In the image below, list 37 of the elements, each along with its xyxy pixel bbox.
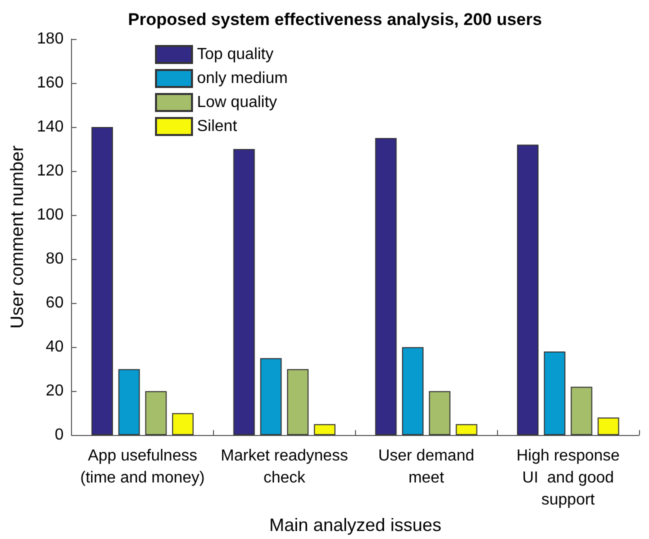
x-tick-label: Market readyness check bbox=[220, 448, 348, 487]
y-tick-label: 80 bbox=[46, 250, 64, 268]
bar bbox=[544, 351, 566, 436]
y-axis-title: User comment number bbox=[7, 146, 27, 329]
bar bbox=[402, 347, 424, 436]
chart-title: Proposed system effectiveness analysis, 200 users bbox=[128, 10, 542, 29]
bar bbox=[375, 138, 397, 436]
x-tick-label: High response UI and good support bbox=[516, 448, 620, 509]
y-tick-label: 60 bbox=[46, 294, 64, 312]
bar bbox=[314, 424, 336, 436]
bar bbox=[260, 358, 282, 436]
bar bbox=[517, 144, 539, 436]
bar bbox=[118, 369, 140, 436]
y-tick-label: 180 bbox=[36, 30, 64, 48]
bar bbox=[428, 391, 450, 436]
legend-label: Silent bbox=[197, 118, 238, 135]
y-tick-label: 0 bbox=[54, 426, 64, 444]
legend-label: Low quality bbox=[197, 94, 278, 111]
bar bbox=[172, 413, 194, 436]
bar bbox=[145, 391, 167, 436]
legend-label: Top quality bbox=[197, 46, 274, 63]
x-tick-label: User demand meet bbox=[378, 448, 474, 487]
y-tick-label: 100 bbox=[36, 206, 64, 224]
y-tick-label: 20 bbox=[46, 382, 64, 400]
y-tick-label: 120 bbox=[36, 162, 64, 180]
bar bbox=[91, 127, 113, 436]
bar bbox=[570, 386, 592, 436]
x-tick-label: App usefulness (time and money) bbox=[80, 448, 205, 487]
bar bbox=[598, 417, 620, 436]
x-axis-title: Main analyzed issues bbox=[269, 515, 442, 535]
bar bbox=[456, 424, 478, 436]
legend-label: only medium bbox=[197, 70, 288, 87]
y-tick-label: 160 bbox=[36, 74, 64, 92]
bar bbox=[233, 149, 255, 436]
y-tick-label: 40 bbox=[46, 338, 64, 356]
y-tick-label: 140 bbox=[36, 118, 64, 136]
bar bbox=[287, 369, 309, 436]
